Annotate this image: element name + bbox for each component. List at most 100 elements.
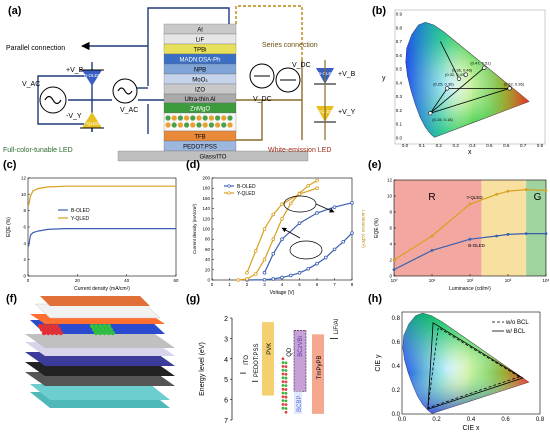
qd-dot (284, 380, 288, 384)
x-tick-label: 0.6 (501, 417, 510, 423)
panel-g-label: (g) (186, 293, 200, 305)
data-marker (350, 200, 354, 205)
qd-dot (284, 391, 288, 395)
qd-dot (202, 122, 208, 128)
panel-b: (b) (0.25, 0.36) (0.32, 0.43)(0.36, 0.46)… (372, 5, 546, 156)
layer-label: TPBi (193, 48, 206, 54)
x-tick-label: 5 (298, 282, 301, 287)
series-line-1 (238, 180, 318, 281)
layer-label: PEDOT:PSS (183, 145, 217, 151)
vac-label-middle: V_AC (120, 107, 138, 114)
qd-dot (281, 368, 285, 372)
legend-label: B-OLED (71, 208, 90, 214)
y-tick-label: 4 (389, 242, 392, 247)
green-pixel (100, 327, 105, 332)
qd-dot (196, 122, 202, 128)
panel-c-label: (c) (3, 159, 17, 171)
green-pixel (96, 327, 101, 332)
qd-dot (284, 399, 288, 403)
qd-dot (171, 115, 177, 121)
x-tick-label: 60 (173, 278, 179, 283)
tmpypb-bar (312, 334, 324, 414)
y-tick-label: 200 (202, 176, 210, 181)
x-axis-label: Luminance (cd/m²) (449, 286, 491, 292)
y-tick-label: 160 (202, 196, 210, 201)
qd-dot-layer (165, 115, 233, 128)
cie-b-xtick: 0.7 (520, 143, 527, 148)
cie-b-point-label: (0.15, 0.18) (432, 117, 453, 122)
qd-dot (165, 122, 171, 128)
data-marker (468, 237, 472, 241)
cie-b-line (440, 41, 460, 79)
qd-dot (171, 122, 177, 128)
y-tick-label: 0.0 (392, 412, 401, 418)
y-tick-label: 0.6 (392, 340, 401, 346)
luminance-line-0 (263, 202, 353, 273)
red-pixel (42, 323, 47, 329)
y-tick-label: 180 (202, 186, 210, 191)
luminance-line-1 (246, 187, 318, 273)
panel-f-label: (f) (6, 293, 17, 305)
red-pixel (50, 330, 55, 336)
data-marker (288, 201, 293, 206)
x-tick-label: 10² (467, 278, 474, 283)
region-g-label: G (534, 192, 542, 203)
qd-dot (202, 115, 208, 121)
y-axis-label: Energy level (eV) (199, 342, 206, 396)
qd-dot (281, 387, 285, 391)
qd-dot (227, 122, 233, 128)
x-tick-label: 20 (75, 278, 81, 283)
cie-b-point-label: (0.32, 0.43) (445, 72, 466, 77)
layer-label: IZO (195, 88, 205, 94)
series-connection-label: Series connection (262, 42, 318, 49)
y-tick-label: 8 (23, 208, 26, 213)
panel-g: (g) 2 3 4 5 6 7 Energy level (eV) ITO PEDOT:PSS P… (186, 293, 340, 425)
cie-chart-h: 0.0 0.2 0.4 0.6 0.8 0.0 0.2 0.4 0.6 0.8 w/o BCL w/ … (375, 311, 545, 432)
qd-dot (177, 122, 183, 128)
data-marker (524, 188, 528, 192)
x-tick-label: 0 (211, 282, 214, 287)
material-label-lifal: LiF/Al (334, 319, 340, 334)
vac-label-left: V_AC (22, 81, 40, 88)
y-tick-label: 2 (23, 257, 26, 262)
panel-f: (f) (6, 293, 175, 408)
data-marker (306, 183, 311, 188)
red-pixel (37, 323, 43, 329)
data-marker (315, 261, 319, 266)
cie-b-point-label: (0.47, 0.51) (470, 61, 491, 66)
y2-axis-label: Luminance (cd/m²) (361, 210, 366, 248)
layer-stack: Al LiF TPBi MADN:DSA-Ph NPB MoO₃ IZO Ultra-thin… (117, 23, 309, 162)
highlight-ellipse (289, 240, 323, 260)
panel-h-label: (h) (368, 293, 382, 305)
data-marker (392, 258, 396, 262)
data-marker (544, 189, 548, 192)
substrate-layer (30, 384, 170, 400)
y-tick-label: 0 (207, 278, 210, 283)
material-label-bczvbi: BCzVBi (298, 336, 304, 357)
red-pixel (54, 323, 59, 329)
y-axis-label: Current density (mA/cm²) (192, 203, 197, 254)
cie-b-ytick: 0.9 (396, 12, 403, 17)
qd-dot (196, 115, 202, 121)
y-tick-label: 40 (205, 257, 211, 262)
data-marker (271, 251, 276, 256)
y-tick-label: 10 (21, 192, 27, 197)
green-pixel (94, 323, 99, 329)
plot-frame (27, 177, 177, 277)
cie-points-b: (0.25, 0.36) (0.32, 0.43)(0.36, 0.46) (0.1… (428, 41, 525, 122)
y-tick-label: 0.2 (392, 388, 401, 394)
qd-dot (215, 122, 221, 128)
data-marker (332, 205, 337, 209)
x-tick-label: 10⁴ (543, 278, 550, 283)
qd-dot (177, 115, 183, 121)
x-tick-label: 6 (316, 282, 319, 287)
data-marker (350, 231, 354, 235)
x-tick-label: 7 (333, 282, 336, 287)
cie-b-ytick: 0.5 (396, 67, 403, 72)
data-marker (262, 227, 267, 231)
data-marker (280, 202, 284, 207)
data-marker (495, 193, 498, 196)
red-pixel (39, 327, 45, 332)
data-marker (280, 237, 284, 242)
